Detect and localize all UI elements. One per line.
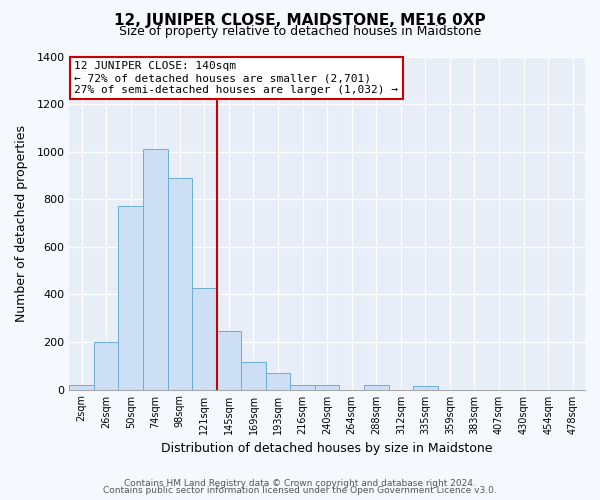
Text: Size of property relative to detached houses in Maidstone: Size of property relative to detached ho…	[119, 25, 481, 38]
Bar	[192, 288, 217, 390]
X-axis label: Distribution of detached houses by size in Maidstone: Distribution of detached houses by size …	[161, 442, 493, 455]
Text: Contains public sector information licensed under the Open Government Licence v3: Contains public sector information licen…	[103, 486, 497, 495]
Bar	[266, 373, 290, 390]
Text: 12 JUNIPER CLOSE: 140sqm
← 72% of detached houses are smaller (2,701)
27% of sem: 12 JUNIPER CLOSE: 140sqm ← 72% of detach…	[74, 62, 398, 94]
Bar	[167, 178, 192, 390]
Bar	[217, 332, 241, 390]
Y-axis label: Number of detached properties: Number of detached properties	[15, 124, 28, 322]
Bar	[413, 386, 437, 390]
Text: 12, JUNIPER CLOSE, MAIDSTONE, ME16 0XP: 12, JUNIPER CLOSE, MAIDSTONE, ME16 0XP	[114, 12, 486, 28]
Text: Contains HM Land Registry data © Crown copyright and database right 2024.: Contains HM Land Registry data © Crown c…	[124, 478, 476, 488]
Bar	[315, 385, 340, 390]
Bar	[94, 342, 118, 390]
Bar	[70, 385, 94, 390]
Bar	[118, 206, 143, 390]
Bar	[290, 385, 315, 390]
Bar	[241, 362, 266, 390]
Bar	[143, 150, 167, 390]
Bar	[364, 385, 389, 390]
